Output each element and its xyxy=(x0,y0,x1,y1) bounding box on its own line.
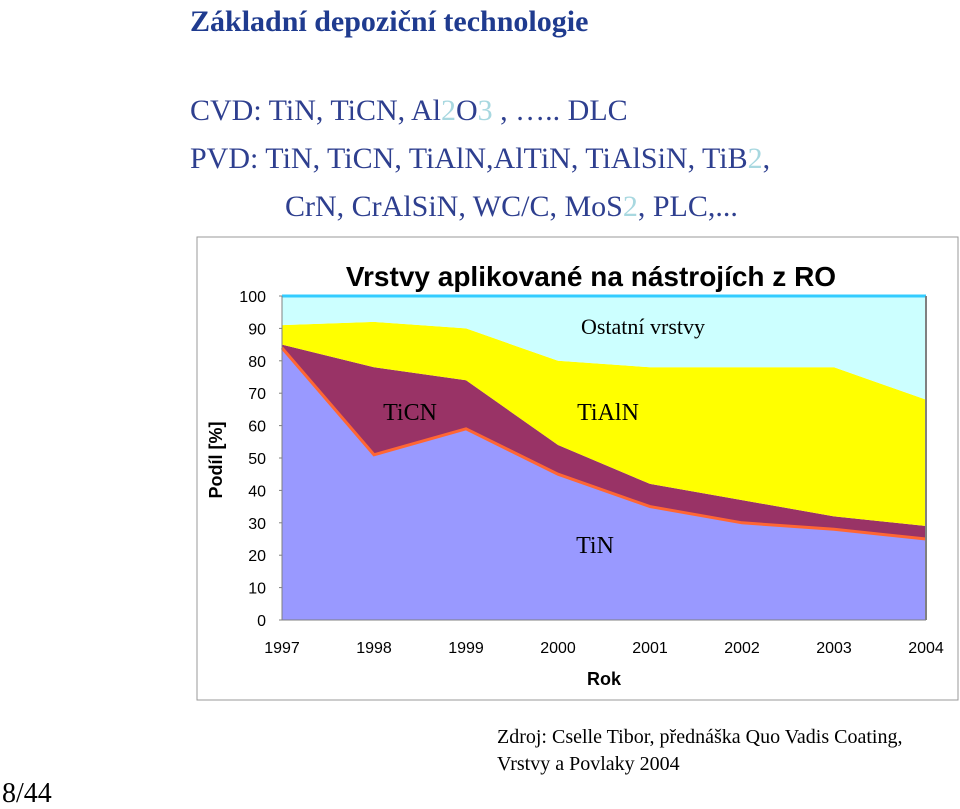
text-segment: O xyxy=(456,94,478,127)
area-label: TiN xyxy=(576,533,614,559)
slide-title: Základní depoziční technologie xyxy=(190,5,588,38)
text-segment: CVD: TiN, TiCN, Al xyxy=(190,94,441,127)
area-edge xyxy=(280,346,927,541)
x-tick-label: 2002 xyxy=(724,640,760,657)
area-label: TiAlN xyxy=(577,400,639,426)
subscript: 3 xyxy=(478,94,493,127)
slide-line: CVD: TiN, TiCN, Al2O3 , ….. DLC xyxy=(190,94,628,127)
x-tick-label: 2003 xyxy=(816,640,852,657)
area xyxy=(282,321,926,527)
text-segment: , xyxy=(763,142,771,175)
x-axis-label: Rok xyxy=(587,669,622,689)
text-segment: CrN, CrAlSiN, WC/C, MoS xyxy=(285,190,623,223)
y-axis-label: Podíl [%] xyxy=(206,422,226,499)
text-segment: , PLC,... xyxy=(638,190,738,223)
text-segment: , ….. DLC xyxy=(493,94,628,127)
x-tick-label: 1997 xyxy=(264,640,300,657)
page-number: 8/44 xyxy=(2,778,52,809)
text-segment: PVD: TiN, TiCN, TiAlN,AlTiN, TiAlSiN, Ti… xyxy=(190,142,748,175)
area-label: TiCN xyxy=(383,400,437,426)
y-tick-label: 10 xyxy=(248,581,266,598)
area xyxy=(282,347,926,620)
x-tick-label: 1999 xyxy=(448,640,484,657)
area xyxy=(282,296,926,400)
x-tick-label: 2001 xyxy=(632,640,668,657)
subscript: 2 xyxy=(748,142,763,175)
y-tick-label: 70 xyxy=(248,386,266,403)
source-line: Vrstvy a Povlaky 2004 xyxy=(497,753,680,775)
slide-line: CrN, CrAlSiN, WC/C, MoS2, PLC,... xyxy=(285,190,738,223)
y-tick-label: 80 xyxy=(248,354,266,371)
y-tick-label: 100 xyxy=(239,289,266,306)
y-tick-label: 40 xyxy=(248,483,266,500)
subscript: 2 xyxy=(623,190,638,223)
y-tick-label: 90 xyxy=(248,321,266,338)
area xyxy=(282,344,926,539)
y-tick-label: 20 xyxy=(248,548,266,565)
x-tick-label: 2004 xyxy=(908,640,944,657)
source-line: Zdroj: Cselle Tibor, přednáška Quo Vadis… xyxy=(497,726,902,748)
slide-line: PVD: TiN, TiCN, TiAlN,AlTiN, TiAlSiN, Ti… xyxy=(190,142,770,175)
chart-title: Vrstvy aplikované na nástrojích z RO xyxy=(346,261,836,292)
subscript: 2 xyxy=(441,94,456,127)
y-tick-label: 30 xyxy=(248,516,266,533)
y-tick-label: 0 xyxy=(257,613,266,630)
x-tick-label: 1998 xyxy=(356,640,392,657)
x-tick-label: 2000 xyxy=(540,640,576,657)
y-tick-label: 60 xyxy=(248,419,266,436)
area-label: Ostatní vrstvy xyxy=(581,314,705,339)
y-tick-label: 50 xyxy=(248,451,266,468)
